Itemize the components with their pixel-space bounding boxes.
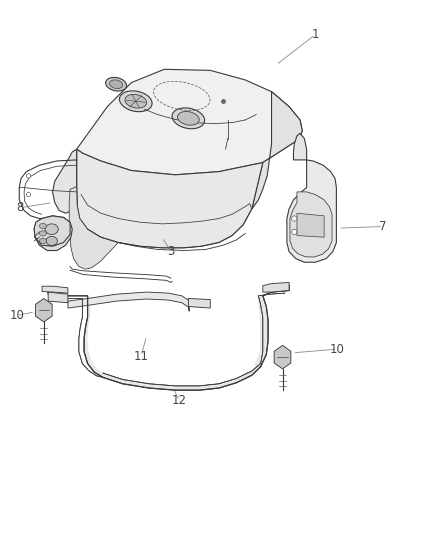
- Polygon shape: [188, 298, 210, 308]
- Ellipse shape: [106, 77, 127, 91]
- Ellipse shape: [172, 108, 205, 129]
- Ellipse shape: [26, 192, 31, 197]
- Polygon shape: [34, 216, 70, 246]
- Text: 3: 3: [167, 245, 174, 258]
- Polygon shape: [48, 292, 68, 303]
- Polygon shape: [297, 213, 324, 237]
- Text: 7: 7: [379, 220, 387, 233]
- Ellipse shape: [125, 94, 147, 108]
- Ellipse shape: [292, 229, 297, 235]
- Ellipse shape: [26, 174, 31, 178]
- Polygon shape: [69, 187, 118, 269]
- Ellipse shape: [177, 111, 199, 125]
- Ellipse shape: [39, 231, 46, 236]
- Ellipse shape: [45, 224, 58, 235]
- Polygon shape: [77, 69, 302, 175]
- Polygon shape: [77, 149, 263, 248]
- Text: 12: 12: [172, 394, 187, 407]
- Polygon shape: [255, 296, 268, 367]
- Ellipse shape: [39, 238, 46, 244]
- Text: 1: 1: [311, 28, 319, 41]
- Ellipse shape: [292, 216, 297, 221]
- Polygon shape: [68, 292, 189, 311]
- Text: 11: 11: [134, 350, 148, 362]
- Polygon shape: [290, 192, 332, 257]
- Polygon shape: [103, 364, 261, 390]
- Ellipse shape: [120, 91, 152, 112]
- Polygon shape: [53, 149, 77, 213]
- Ellipse shape: [39, 223, 46, 229]
- Polygon shape: [34, 216, 72, 251]
- Polygon shape: [293, 133, 307, 160]
- Polygon shape: [287, 160, 336, 262]
- Text: 10: 10: [9, 309, 24, 322]
- Text: 10: 10: [330, 343, 345, 356]
- Ellipse shape: [110, 80, 123, 88]
- Polygon shape: [42, 286, 68, 293]
- Polygon shape: [84, 296, 103, 377]
- Text: 8: 8: [16, 201, 23, 214]
- Polygon shape: [252, 92, 302, 209]
- Polygon shape: [263, 282, 289, 292]
- Ellipse shape: [46, 237, 57, 245]
